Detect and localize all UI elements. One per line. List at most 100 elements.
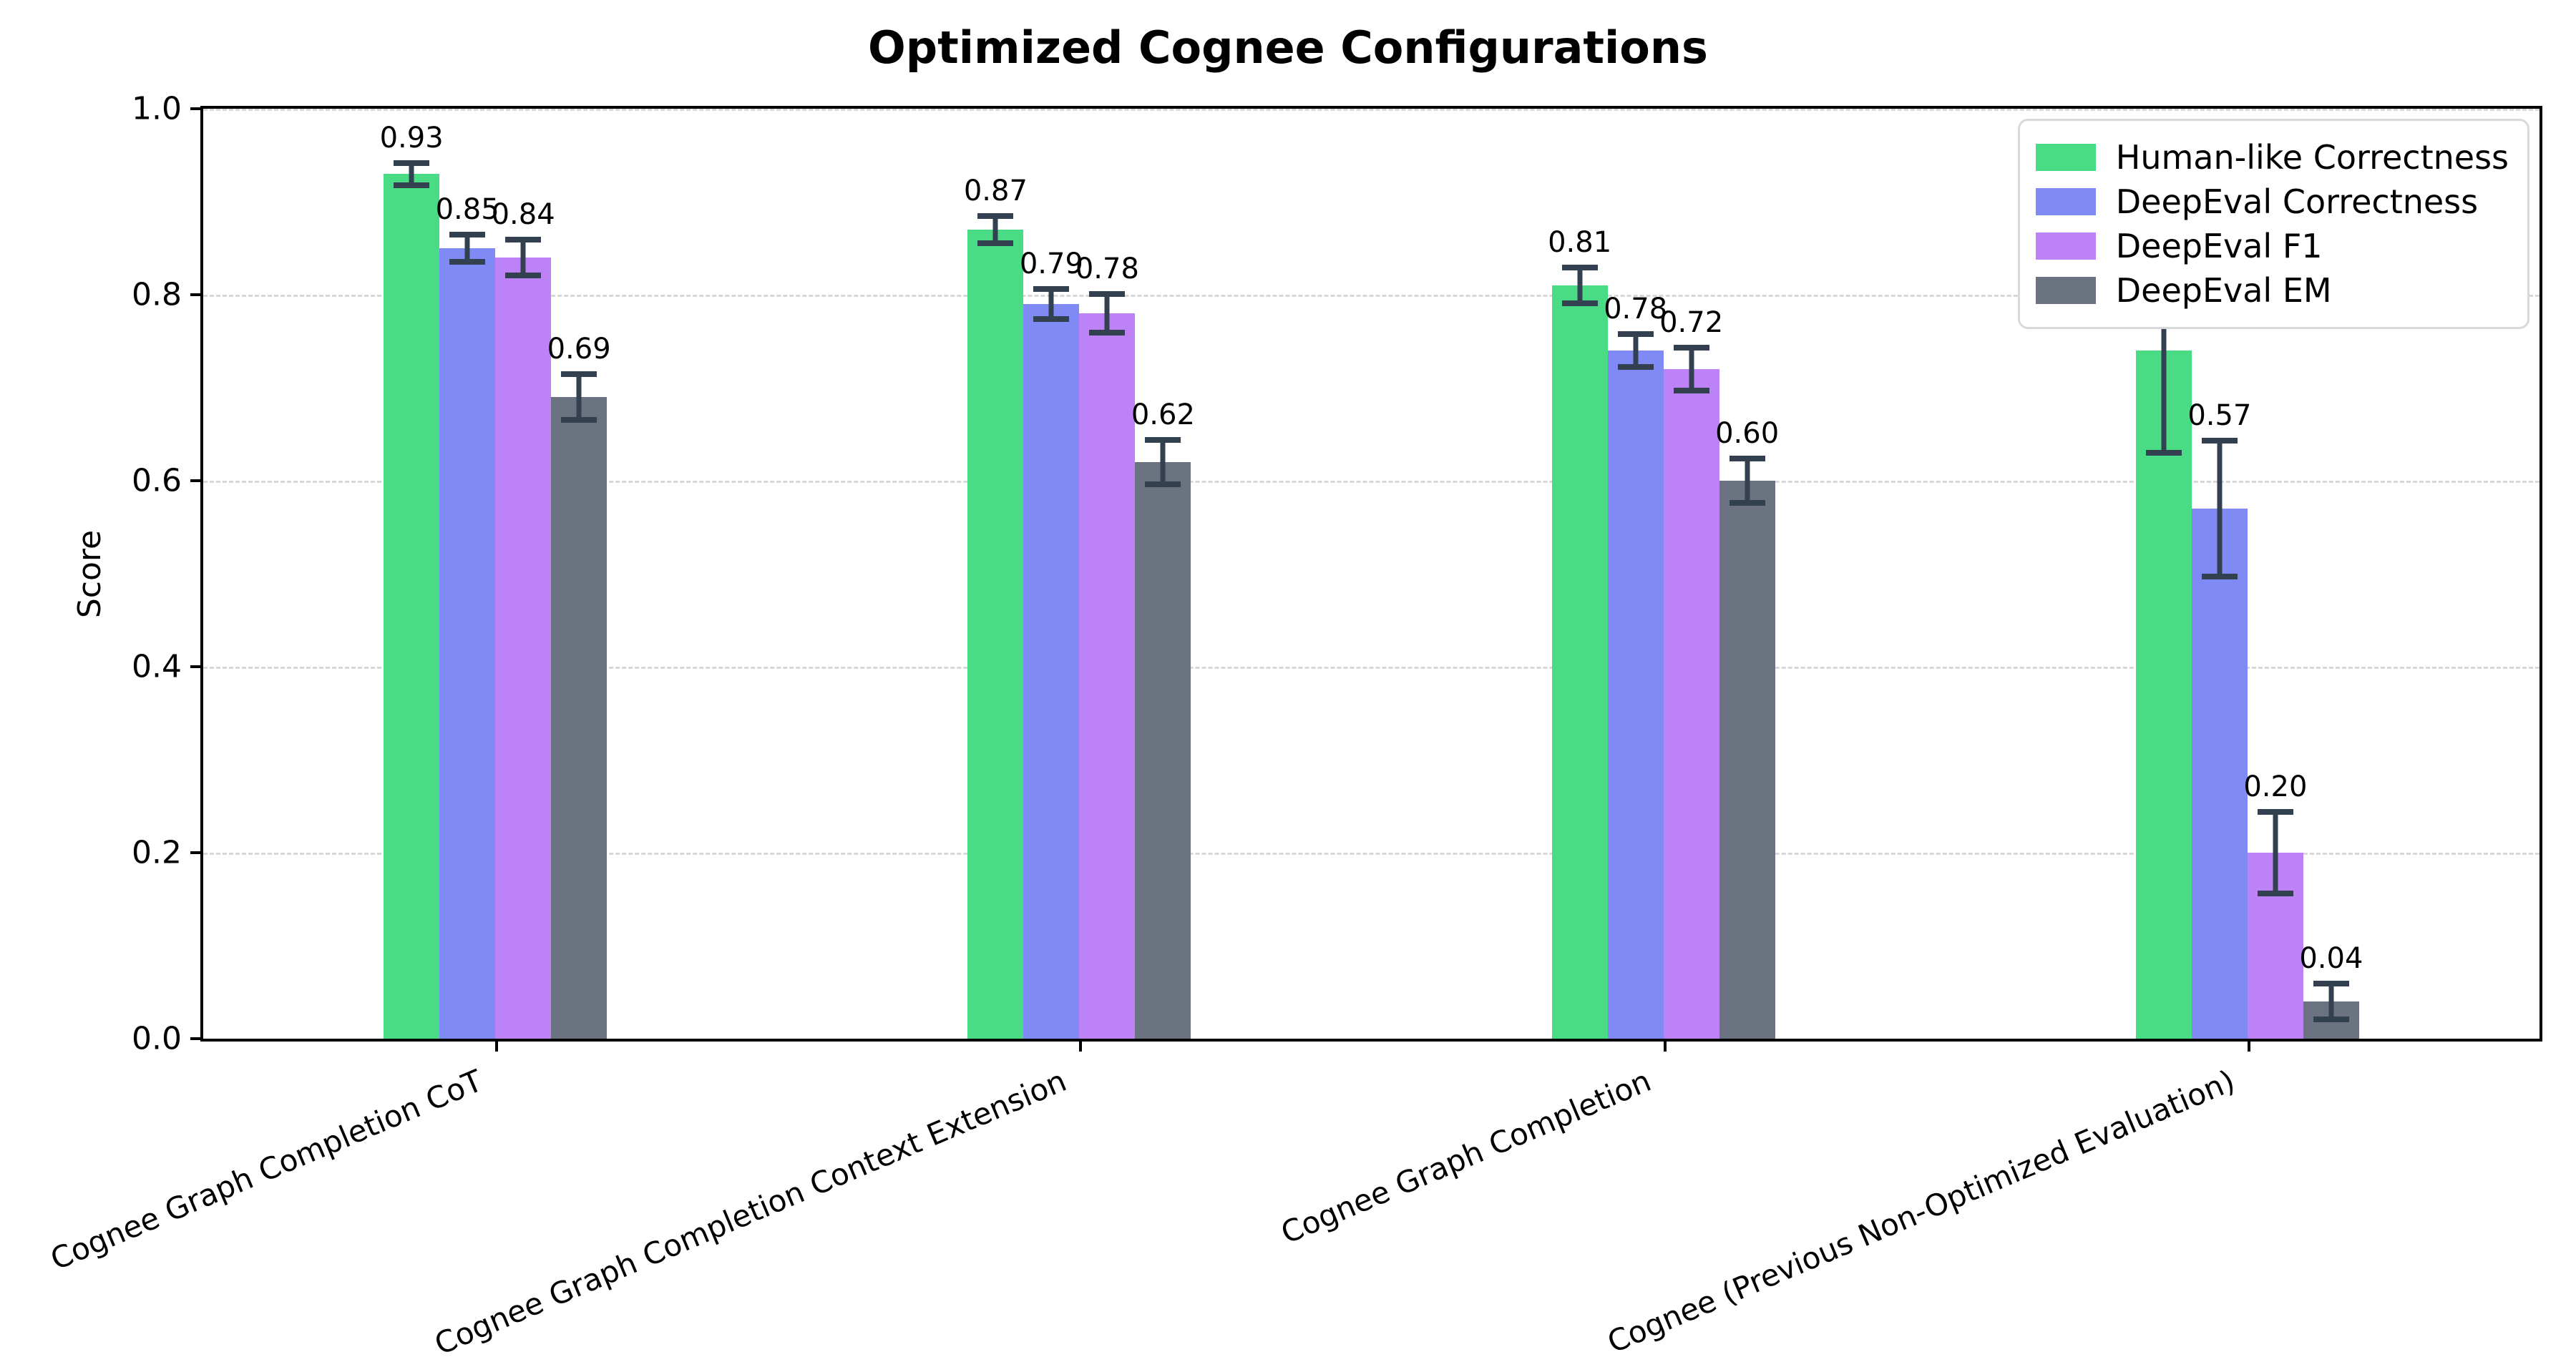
bar[interactable] <box>495 258 552 1039</box>
legend-item[interactable]: Human-like Correctness <box>2035 135 2509 180</box>
gridline <box>203 109 2540 111</box>
legend-item[interactable]: DeepEval Correctness <box>2035 180 2509 224</box>
bar-value-label: 0.04 <box>2299 942 2363 976</box>
plot-inner: 0.93 0.85 0.84 0.69 0.87 0.79 0.78 0.62 0.81 0.78… <box>203 109 2540 1039</box>
error-bar-line <box>1160 436 1166 488</box>
legend-swatch-icon <box>2035 277 2096 304</box>
legend-item[interactable]: DeepEval F1 <box>2035 224 2509 268</box>
error-bar-cap-upper <box>505 237 542 243</box>
y-axis-tick-mark <box>190 665 200 668</box>
error-bar-cap-lower <box>394 182 430 188</box>
bar-value-label: 0.20 <box>2243 770 2308 803</box>
x-axis-tick-mark <box>495 1042 499 1052</box>
legend-label: DeepEval F1 <box>2115 227 2323 265</box>
plot-area: 0.93 0.85 0.84 0.69 0.87 0.79 0.78 0.62 0.81 0.78… <box>200 106 2542 1042</box>
error-bar-cap-upper <box>1561 265 1598 271</box>
legend-item[interactable]: DeepEval EM <box>2035 268 2509 313</box>
error-bar-cap-lower <box>2201 573 2238 579</box>
x-axis-tick-mark <box>2247 1042 2250 1052</box>
bar[interactable] <box>1135 462 1191 1039</box>
bar-value-label: 0.81 <box>1548 226 1612 260</box>
bar[interactable] <box>1663 369 1719 1039</box>
bar-value-label: 0.87 <box>963 174 1028 207</box>
bar[interactable] <box>2135 351 2192 1039</box>
legend-swatch-icon <box>2035 144 2096 171</box>
x-axis-tick-label: Cognee Graph Completion <box>1275 1063 1656 1251</box>
error-bar-cap-lower <box>1729 500 1765 506</box>
error-bar-line <box>2328 981 2334 1022</box>
bar-value-label: 0.69 <box>547 332 611 366</box>
bar[interactable] <box>1551 285 1608 1039</box>
y-axis-tick-mark <box>190 1037 200 1040</box>
error-bar-line <box>1633 330 1639 371</box>
gridline <box>203 853 2540 855</box>
page-title: Optimized Cognee Configurations <box>868 21 1708 74</box>
error-bar-line <box>2161 258 2167 456</box>
y-axis-tick-label: 0.2 <box>132 834 182 871</box>
y-axis-tick-label: 0.0 <box>132 1020 182 1057</box>
x-axis-tick-label: Cognee Graph Completion Context Extensio… <box>429 1063 1072 1362</box>
error-bar-line <box>2273 808 2278 897</box>
error-bar-cap-upper <box>1089 290 1126 297</box>
error-bar-cap-upper <box>561 371 597 377</box>
bar[interactable] <box>439 248 496 1039</box>
bar[interactable] <box>1023 304 1080 1039</box>
error-bar-line <box>1104 290 1110 336</box>
legend-label: DeepEval EM <box>2115 271 2332 310</box>
legend-swatch-icon <box>2035 232 2096 260</box>
error-bar-cap-lower <box>1145 481 1181 488</box>
error-bar-line <box>409 160 414 188</box>
error-bar-line <box>1048 286 1054 322</box>
bar[interactable] <box>1607 351 1664 1039</box>
y-axis-ticks: 0.0 0.2 0.4 0.6 0.8 1.0 <box>0 91 200 1057</box>
bar[interactable] <box>2191 509 2248 1039</box>
error-bar-cap-lower <box>1033 315 1070 322</box>
error-bar-cap-upper <box>1617 330 1654 337</box>
bar-value-label: 0.78 <box>1604 292 1668 325</box>
bar-value-label: 0.62 <box>1131 398 1195 431</box>
error-bar-cap-lower <box>2313 1016 2349 1022</box>
bar[interactable] <box>1079 313 1136 1039</box>
legend-swatch-icon <box>2035 188 2096 215</box>
error-bar-cap-upper <box>449 231 486 237</box>
error-bar-line <box>464 231 470 265</box>
error-bar-cap-upper <box>2257 808 2293 815</box>
x-axis-tick-label: Cognee (Previous Non-Optimized Evaluatio… <box>1602 1063 2240 1361</box>
bar[interactable] <box>967 230 1024 1039</box>
x-axis-tick-mark <box>1079 1042 1083 1052</box>
y-axis-tick-mark <box>190 293 200 296</box>
bar-value-label: 0.93 <box>379 121 444 155</box>
error-bar-cap-lower <box>977 240 1014 247</box>
error-bar-line <box>992 212 998 247</box>
legend-label: DeepEval Correctness <box>2115 182 2479 221</box>
bar[interactable] <box>384 174 440 1039</box>
error-bar-cap-upper <box>1729 455 1765 461</box>
bar-value-label: 0.72 <box>1659 306 1724 340</box>
bar[interactable] <box>1719 481 1775 1039</box>
gridline <box>203 481 2540 483</box>
error-bar-cap-lower <box>1673 387 1709 393</box>
bar[interactable] <box>551 397 608 1039</box>
error-bar-cap-lower <box>561 417 597 423</box>
error-bar-cap-lower <box>2145 449 2182 456</box>
bar-value-label: 0.60 <box>1715 416 1780 450</box>
error-bar-cap-upper <box>1673 345 1709 351</box>
bar-value-label: 0.79 <box>1019 248 1083 281</box>
legend-label: Human-like Correctness <box>2115 138 2509 177</box>
y-axis-tick-mark <box>190 851 200 854</box>
bar-value-label: 0.85 <box>435 192 499 226</box>
bar-value-label: 0.57 <box>2187 399 2252 433</box>
y-axis-tick-label: 0.8 <box>132 276 182 313</box>
error-bar-cap-upper <box>2201 438 2238 444</box>
y-axis-tick-mark <box>190 479 200 482</box>
error-bar-line <box>2217 438 2223 579</box>
error-bar-line <box>1745 455 1750 506</box>
legend: Human-like Correctness DeepEval Correctne… <box>2017 119 2529 329</box>
y-axis-tick-mark <box>190 107 200 110</box>
gridline <box>203 295 2540 297</box>
error-bar-cap-lower <box>449 259 486 265</box>
error-bar-cap-lower <box>505 272 542 278</box>
error-bar-cap-upper <box>1145 436 1181 443</box>
error-bar-cap-upper <box>394 160 430 166</box>
gridline <box>203 667 2540 669</box>
